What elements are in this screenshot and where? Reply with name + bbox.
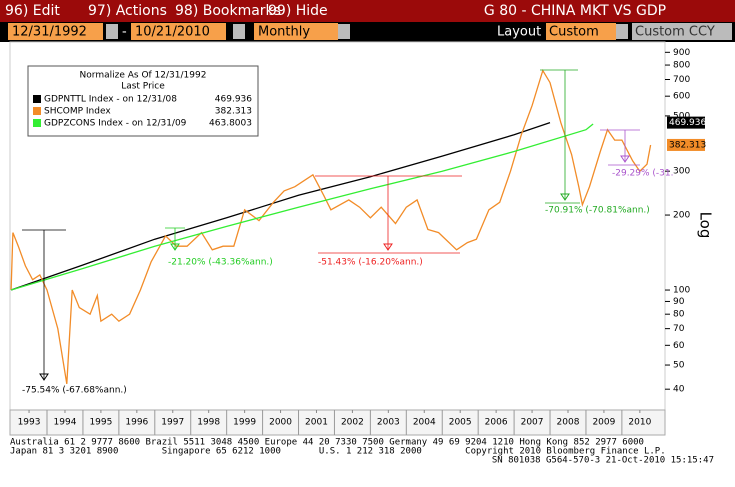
layout[interactable]: Custom (549, 25, 599, 40)
x-tick-label: 2008 (557, 418, 580, 428)
x-tick-label: 1993 (18, 418, 41, 428)
start-date[interactable]: 12/31/1992 (12, 25, 87, 40)
x-tick-label: 2010 (628, 418, 651, 428)
drawdown-label: -21.20% (-43.36%ann.) (168, 258, 273, 268)
end-date[interactable]: 10/21/2010 (135, 25, 210, 40)
drawdown-label: -75.54% (-67.68%ann.) (22, 386, 127, 396)
drawdown-arrow (170, 243, 180, 251)
last-value-box (667, 138, 705, 151)
drawdown-arrow (383, 243, 393, 251)
footer-line: SN 801038 G564-570-3 21-Oct-2010 15:15:4… (492, 456, 714, 466)
legend-subtitle: Last Price (121, 82, 165, 92)
drawdown-arrow (39, 373, 49, 381)
x-tick-label: 1998 (197, 418, 220, 428)
y-axis-label: Log (697, 212, 715, 239)
series-line (10, 69, 652, 385)
y-tick-label: 50 (673, 361, 685, 371)
x-tick-label: 2005 (449, 418, 472, 428)
series-line (10, 121, 551, 291)
dropdown[interactable] (338, 24, 350, 39)
legend (27, 65, 259, 137)
dropdown[interactable] (616, 24, 628, 39)
menu-item[interactable]: 96) Edit (5, 3, 60, 19)
x-tick-label: 2000 (269, 418, 292, 428)
y-tick-label: 100 (673, 286, 690, 296)
y-tick-label: 70 (673, 324, 685, 334)
legend-value: 469.936 (215, 95, 252, 105)
series-line (10, 123, 594, 291)
period[interactable]: Monthly (258, 25, 310, 40)
x-tick-label: 1995 (89, 418, 112, 428)
x-tick-label: 2002 (341, 418, 364, 428)
x-tick-label: 2007 (521, 418, 544, 428)
legend-swatch (33, 95, 41, 103)
y-tick-label: 90 (673, 297, 685, 307)
footer-line: Japan 81 3 3201 8900 Singapore 65 6212 1… (10, 447, 666, 457)
legend-label: SHCOMP Index (44, 107, 111, 117)
x-tick-label: 1999 (233, 418, 256, 428)
y-tick-label: 500 (673, 111, 690, 121)
x-tick-label: 2001 (305, 418, 328, 428)
menu-bar (0, 0, 735, 22)
drawdown-arrow (560, 193, 570, 201)
drawdown-arrow (620, 155, 630, 163)
layout-label: Layout (497, 25, 541, 40)
x-tick-label: 2003 (377, 418, 400, 428)
last-value: 382.313 (669, 140, 706, 150)
x-tick-label: 2009 (592, 418, 615, 428)
last-value: 469.936 (669, 118, 706, 128)
y-tick-label: 600 (673, 92, 690, 102)
legend-swatch (33, 107, 41, 115)
drawdown-label: -70.91% (-70.81%ann.) (545, 206, 650, 216)
calendar-icon[interactable] (233, 24, 245, 39)
dash: - (122, 25, 127, 40)
legend-label: GDPZCONS Index - on 12/31/09 (44, 119, 187, 129)
x-tick-label: 1994 (54, 418, 77, 428)
menu-item[interactable]: 99) Hide (268, 3, 328, 19)
y-tick-label: 800 (673, 61, 690, 71)
calendar-icon[interactable] (106, 24, 118, 39)
menu-item[interactable]: 97) Actions (88, 3, 167, 19)
last-value-box (667, 116, 705, 129)
y-tick-label: 900 (673, 48, 690, 58)
screen-title: G 80 - CHINA MKT VS GDP (484, 3, 666, 19)
y-tick-label: 300 (673, 167, 690, 177)
legend-swatch (33, 119, 41, 127)
y-tick-label: 60 (673, 341, 685, 351)
date-field[interactable] (131, 23, 226, 40)
footer-line: Australia 61 2 9777 8600 Brazil 5511 304… (10, 438, 644, 448)
date-field[interactable] (8, 23, 103, 40)
x-tick-label: 2004 (413, 418, 436, 428)
layout-field[interactable] (546, 23, 616, 40)
x-tick-label: 1997 (161, 418, 184, 428)
legend-value: 463.8003 (209, 119, 252, 129)
drawdown-label: -29.29% (-31. (612, 169, 674, 179)
currency[interactable]: Custom CCY (635, 25, 715, 40)
y-tick-label: 80 (673, 310, 685, 320)
legend-title: Normalize As Of 12/31/1992 (80, 71, 207, 81)
drawdown-label: -51.43% (-16.20%ann.) (318, 258, 423, 268)
legend-value: 382.313 (215, 107, 252, 117)
x-tick-label: 2006 (485, 418, 508, 428)
x-tick-label: 1996 (125, 418, 148, 428)
legend-label: GDPNTTL Index - on 12/31/08 (44, 95, 177, 105)
menu-item[interactable]: 98) Bookmarks (175, 3, 281, 19)
y-tick-label: 200 (673, 211, 690, 221)
currency-field[interactable] (632, 23, 732, 40)
y-tick-label: 40 (673, 385, 685, 395)
period-field[interactable] (254, 23, 338, 40)
y-tick-label: 700 (673, 75, 690, 85)
